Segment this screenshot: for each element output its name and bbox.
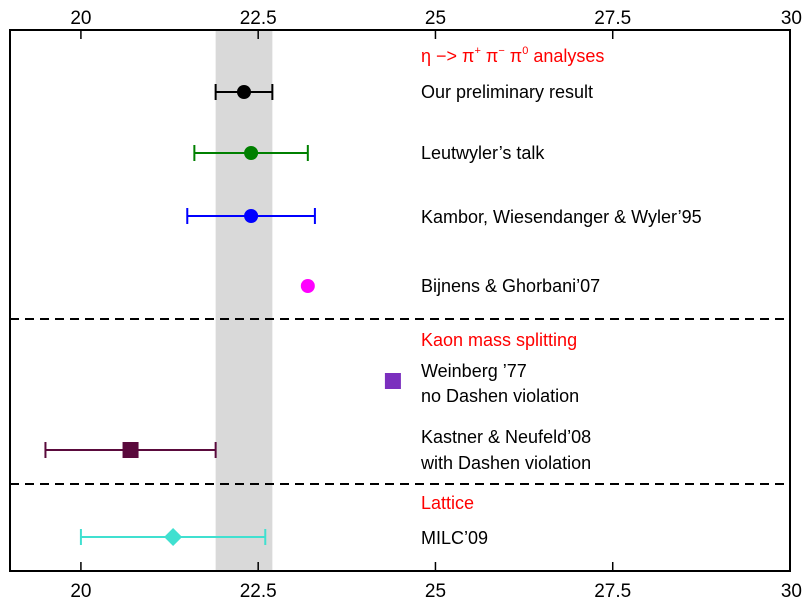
group-header-kaon: Kaon mass splitting [421, 330, 577, 350]
tick-label-bottom: 25 [425, 581, 446, 602]
tick-label-top: 25 [425, 8, 446, 29]
tick-label-bottom: 27.5 [594, 581, 631, 602]
group-header-lattice: Lattice [421, 493, 474, 513]
tick-label-top: 27.5 [594, 8, 631, 29]
data-point [384, 373, 401, 389]
entry-label-leutwyler: Leutwyler’s talk [421, 143, 545, 163]
tick-label-top: 20 [70, 8, 91, 29]
data-point [300, 279, 315, 293]
data-marks [44, 84, 401, 546]
tick-label-bottom: 22.5 [240, 581, 277, 602]
plot-frame [9, 29, 791, 572]
entry-label-kastner: Kastner & Neufeld’08 [421, 427, 591, 447]
data-point [237, 85, 251, 99]
tick-label-bottom: 30 [781, 581, 802, 602]
entry-label-weinberg: Weinberg ’77 [421, 361, 527, 381]
reference-band [215, 30, 273, 571]
tick-label-top: 30 [781, 8, 802, 29]
axis-ticks: 20 20 22.5 22.5 25 25 27.5 27.5 30 30 [70, 8, 802, 602]
entry-label-kambor: Kambor, Wiesendanger & Wyler’95 [421, 207, 702, 227]
entry-label-kastner-line2: with Dashen violation [420, 453, 591, 473]
data-point [122, 442, 139, 458]
tick-label-bottom: 20 [70, 581, 91, 602]
entry-label-our-result: Our preliminary result [421, 82, 593, 102]
data-point [164, 528, 183, 546]
tick-label-top: 22.5 [240, 8, 277, 29]
entry-label-milc: MILC’09 [421, 528, 488, 548]
data-point [244, 146, 259, 160]
group-header-eta: η −> π+ π− π0 analyses [421, 45, 604, 66]
entry-label-bijnens: Bijnens & Ghorbani’07 [421, 276, 600, 296]
entry-label-weinberg-line2: no Dashen violation [421, 386, 579, 406]
data-point [244, 209, 259, 223]
